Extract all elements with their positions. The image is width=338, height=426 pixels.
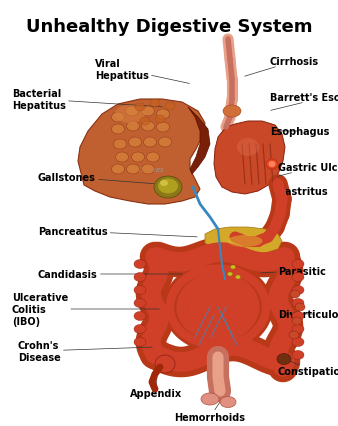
Ellipse shape [292,338,304,347]
Ellipse shape [128,138,142,148]
Text: Unhealthy Digestive System: Unhealthy Digestive System [26,18,312,36]
Ellipse shape [134,338,146,347]
Ellipse shape [292,351,304,360]
Ellipse shape [131,153,145,163]
Text: Barrett's Esophagus: Barrett's Esophagus [270,93,338,111]
Polygon shape [78,100,205,204]
Ellipse shape [112,125,124,135]
Ellipse shape [237,139,259,157]
Ellipse shape [116,153,128,163]
Ellipse shape [268,161,275,167]
Ellipse shape [155,355,175,373]
Ellipse shape [134,273,146,282]
Polygon shape [205,227,282,254]
Ellipse shape [114,140,126,150]
Text: Crohn's
Disease: Crohn's Disease [18,340,152,362]
Ellipse shape [277,354,291,365]
Ellipse shape [292,312,304,321]
Ellipse shape [231,265,236,269]
Ellipse shape [227,272,233,276]
Ellipse shape [134,312,146,321]
Text: Hemorrhoids: Hemorrhoids [174,401,245,422]
Ellipse shape [292,317,302,325]
Ellipse shape [158,179,178,194]
Ellipse shape [135,104,145,112]
Ellipse shape [144,138,156,148]
Ellipse shape [220,397,236,408]
Ellipse shape [126,164,140,175]
Ellipse shape [142,107,154,117]
Ellipse shape [159,138,171,148]
Ellipse shape [201,393,219,405]
Text: Gastric Ulcer: Gastric Ulcer [278,163,338,177]
Ellipse shape [292,325,304,334]
Text: Constipation: Constipation [278,360,338,376]
Ellipse shape [150,100,160,108]
Ellipse shape [134,260,146,269]
Ellipse shape [295,303,305,311]
Ellipse shape [292,286,304,295]
Ellipse shape [115,106,145,124]
Text: Bacterial
Hepatitus: Bacterial Hepatitus [12,89,162,110]
Ellipse shape [289,331,299,339]
Ellipse shape [155,116,165,124]
Text: Gallstones: Gallstones [38,173,155,184]
Text: Diverticulosis: Diverticulosis [278,309,338,319]
Ellipse shape [126,122,140,132]
Ellipse shape [134,299,146,308]
Text: Gallstones: Gallstones [128,167,165,173]
Ellipse shape [125,107,139,117]
Ellipse shape [154,177,182,199]
Text: Viral
Hepatitus: Viral Hepatitus [95,59,189,84]
Ellipse shape [236,275,241,279]
Ellipse shape [160,181,168,187]
Ellipse shape [142,122,154,132]
Ellipse shape [112,113,124,123]
Ellipse shape [156,110,169,120]
Text: Gastritus: Gastritus [275,187,329,196]
Ellipse shape [290,290,300,298]
Ellipse shape [266,160,278,170]
Ellipse shape [292,260,304,269]
Ellipse shape [165,103,175,111]
Text: Candidasis: Candidasis [38,269,182,279]
Ellipse shape [146,153,160,163]
Ellipse shape [112,164,124,175]
Ellipse shape [227,236,263,248]
Ellipse shape [292,299,304,308]
Ellipse shape [223,106,241,118]
Ellipse shape [142,164,154,175]
Text: Esophagus: Esophagus [270,127,329,137]
Polygon shape [214,122,285,195]
Ellipse shape [134,286,146,295]
Ellipse shape [140,118,150,126]
Polygon shape [188,108,210,175]
Text: Ulcerative
Colitis
(IBO): Ulcerative Colitis (IBO) [12,293,159,326]
Text: Appendix: Appendix [130,378,182,398]
Text: Parasitic: Parasitic [261,266,326,276]
Ellipse shape [292,273,304,282]
Ellipse shape [156,123,169,132]
Text: Cirrhosis: Cirrhosis [245,57,319,77]
Text: Pancreatitus: Pancreatitus [38,227,197,237]
Ellipse shape [134,325,146,334]
